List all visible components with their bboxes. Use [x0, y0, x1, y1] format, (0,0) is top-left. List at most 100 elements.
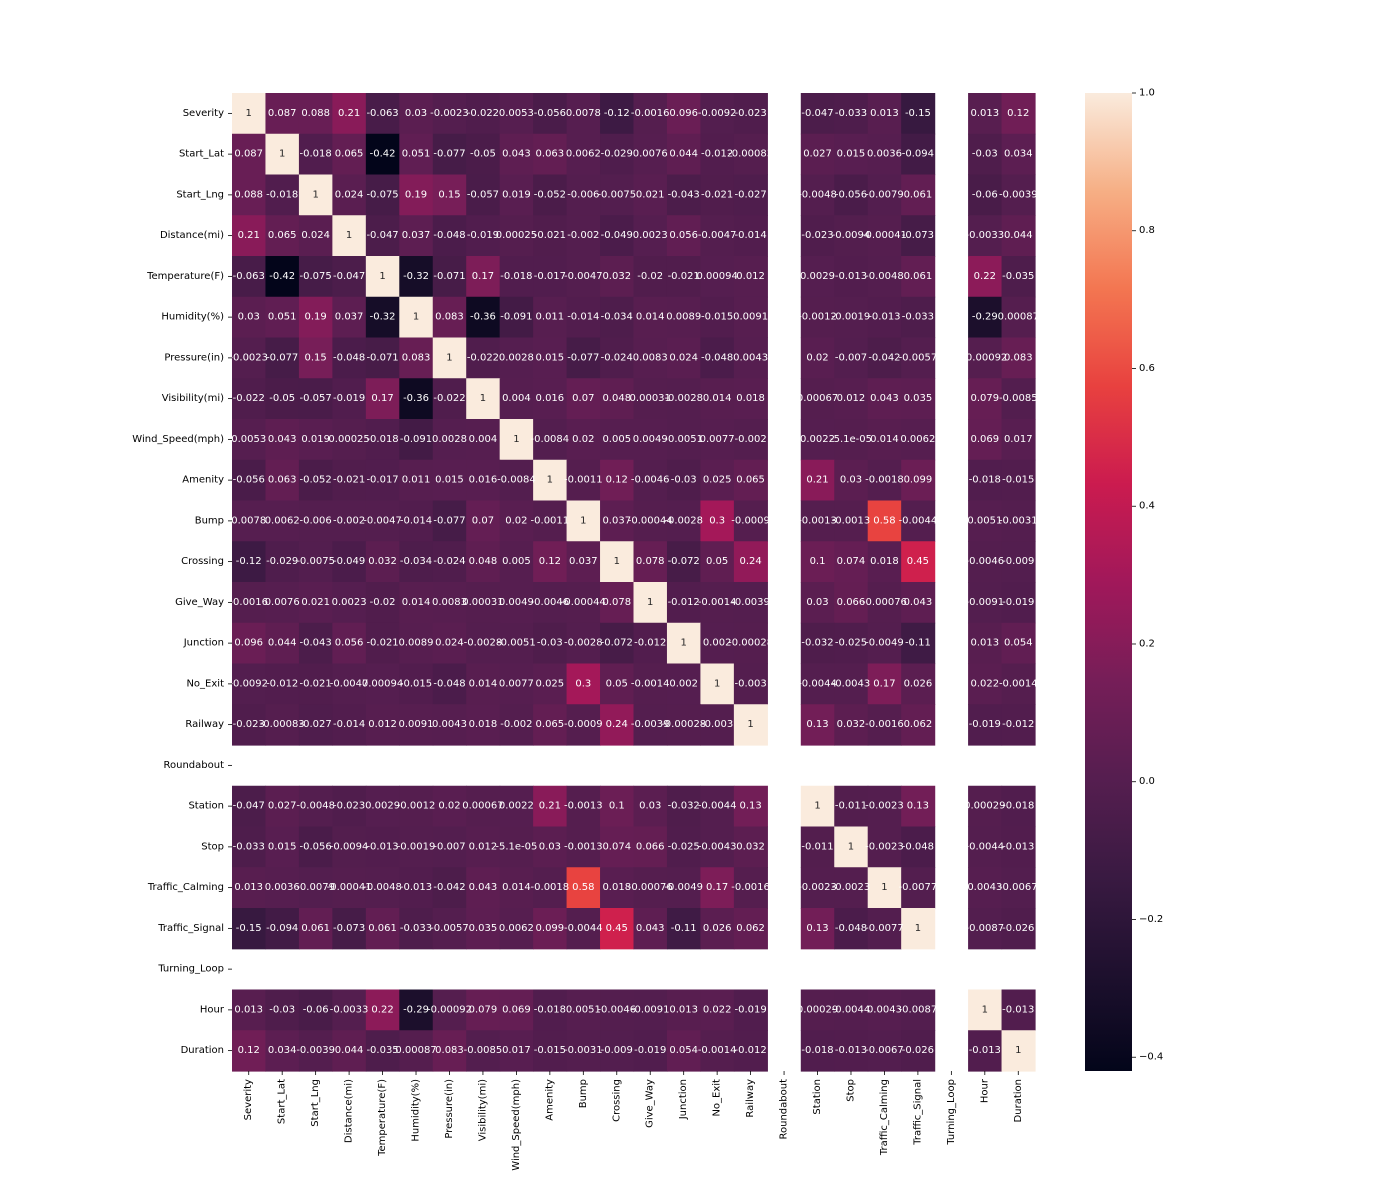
cell-value-label: -0.047: [801, 108, 833, 119]
cell-value-label: -0.003: [734, 678, 766, 689]
y-tick-label: Junction: [183, 638, 224, 649]
cell-value-label: -0.00083: [728, 149, 773, 160]
cell-value-label: 0.026: [904, 678, 933, 689]
heatmap-cell: [432, 867, 467, 909]
heatmap-cell: [499, 174, 534, 216]
heatmap-cell: [834, 704, 869, 746]
cell-value-label: 0.002: [669, 678, 698, 689]
cell-value-label: 0.00029: [797, 1004, 838, 1015]
cell-value-label: 0.032: [837, 719, 866, 730]
heatmap-cell: [533, 419, 568, 461]
heatmap-cell: [399, 378, 434, 420]
heatmap-cell: [533, 867, 568, 909]
heatmap-cell: [432, 256, 467, 298]
heatmap-cell: [901, 785, 936, 828]
cell-value-label: 0.014: [870, 434, 899, 445]
cell-value-label: 0.0062: [265, 515, 300, 526]
heatmap-cell: [466, 459, 501, 502]
heatmap-cell: [968, 419, 1003, 461]
cell-value-label: -0.017: [366, 475, 398, 486]
cell-value-label: 0.043: [870, 393, 899, 404]
cell-value-label: 0.0083: [633, 352, 668, 363]
heatmap-cell: [232, 582, 267, 624]
cell-value-label: -0.02: [637, 271, 663, 282]
cell-value-label: 0.12: [606, 475, 628, 486]
heatmap-cell: [466, 826, 501, 868]
heatmap-cell: [365, 622, 400, 665]
cell-value-label: 0.063: [536, 149, 565, 160]
x-tick-label: Temperature(F): [377, 1079, 388, 1157]
cell-value-label: -0.021: [333, 475, 365, 486]
cell-value-label: -0.042: [433, 882, 465, 893]
cell-value-label: -0.0039: [631, 719, 670, 730]
heatmap-cell: [968, 582, 1003, 624]
cell-value-label: 1: [246, 108, 252, 119]
cell-value-label: -0.0043: [832, 678, 871, 689]
heatmap-cell: [800, 93, 835, 135]
y-tick-label: Wind_Speed(mph): [132, 434, 224, 445]
cell-value-label: 0.00094: [696, 271, 737, 282]
cell-value-label: 1: [413, 312, 419, 323]
cell-value-label: 0.13: [806, 923, 828, 934]
cell-value-label: 0.0043: [867, 1004, 902, 1015]
cell-value-label: -0.0023: [865, 841, 904, 852]
cell-value-label: 0.21: [539, 801, 561, 812]
heatmap-cell: [1001, 459, 1036, 502]
heatmap-cell: [332, 337, 367, 379]
cell-value-label: -0.0023: [798, 882, 837, 893]
heatmap-cell: [298, 1030, 333, 1072]
cell-value-label: -0.02: [370, 597, 396, 608]
cell-value-label: -0.012: [701, 149, 733, 160]
heatmap-cell: [700, 174, 735, 216]
cell-value-label: 0.034: [268, 1045, 297, 1056]
cell-value-label: 0.032: [736, 841, 765, 852]
heatmap-cell: [901, 459, 936, 502]
heatmap-cell: [432, 174, 467, 216]
heatmap-cell: [533, 582, 568, 624]
cell-value-label: -0.0087: [899, 1004, 938, 1015]
cell-value-label: 0.00029: [964, 801, 1005, 812]
heatmap-cell: [432, 541, 467, 583]
heatmap-cell: [533, 296, 568, 339]
heatmap-cell: [566, 704, 601, 746]
cell-value-label: -0.035: [366, 1045, 398, 1056]
heatmap-cell: [834, 989, 869, 1031]
cell-value-label: -0.043: [668, 189, 700, 200]
heatmap-cell: [867, 582, 902, 624]
cell-value-label: 0.012: [469, 841, 498, 852]
cell-value-label: -0.32: [370, 312, 396, 323]
heatmap-cell: [834, 785, 869, 828]
heatmap-cell: [499, 704, 534, 746]
cell-value-label: -0.018: [1002, 801, 1034, 812]
heatmap-cell: [566, 256, 601, 298]
y-tick-label: Severity: [183, 108, 224, 119]
cell-value-label: -0.018: [801, 1045, 833, 1056]
cell-value-label: 0.45: [606, 923, 628, 934]
cell-value-label: 0.015: [837, 149, 866, 160]
heatmap-cell: [332, 663, 367, 705]
cell-value-label: -0.018: [300, 149, 332, 160]
heatmap-cell: [901, 989, 936, 1031]
cell-value-label: -0.0018: [865, 475, 904, 486]
cell-value-label: 0.02: [505, 515, 527, 526]
heatmap-cell: [901, 215, 936, 257]
heatmap-cell: [633, 622, 668, 665]
heatmap-cell: [466, 419, 501, 461]
cell-value-label: 0.00094: [362, 678, 403, 689]
cell-value-label: -0.0019: [397, 841, 436, 852]
cell-value-label: 0.061: [904, 271, 933, 282]
heatmap-cell: [666, 174, 702, 216]
heatmap-cell: [466, 1030, 501, 1072]
heatmap-cell: [499, 989, 534, 1031]
cell-value-label: -0.06: [972, 189, 998, 200]
heatmap-cell: [232, 133, 267, 176]
cell-value-label: -0.00083: [260, 719, 305, 730]
heatmap-cell: [332, 256, 367, 298]
heatmap-cell: [232, 296, 267, 339]
heatmap-cell: [700, 296, 735, 339]
heatmap-cell: [399, 867, 434, 909]
heatmap-annotations: 1 0.087 0.088 0.21 -0.063 0.03 -0.0023-0.022 0.…: [229, 108, 1039, 1056]
heatmap-cell: [968, 867, 1003, 909]
cell-value-label: 0.12: [238, 1045, 260, 1056]
cell-value-label: -0.014: [400, 515, 432, 526]
